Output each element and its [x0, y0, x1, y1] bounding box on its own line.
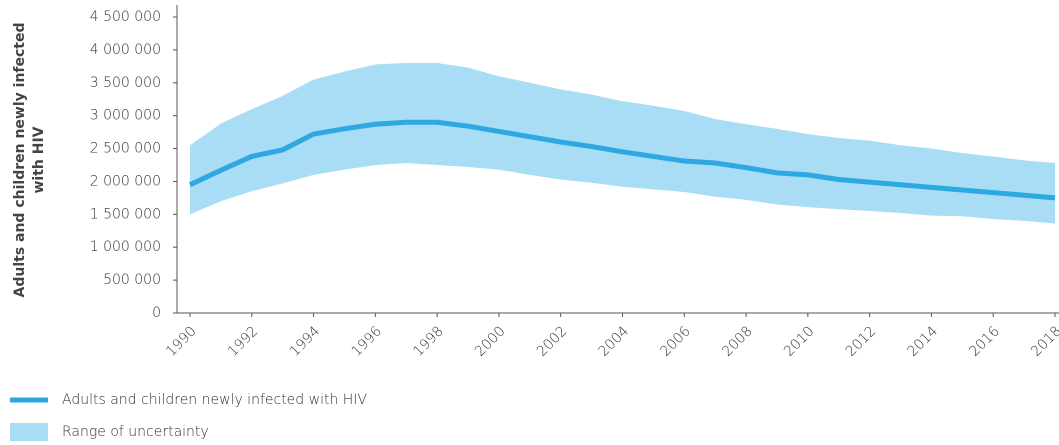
- y-tick-label: 1 000 000: [90, 239, 161, 255]
- uncertainty-band: [190, 63, 1055, 224]
- line: [188, 119, 1056, 201]
- x-tick-label: 2004: [596, 323, 633, 360]
- x-tick-label: 2016: [966, 323, 1003, 360]
- legend-label: Range of uncertainty: [62, 424, 209, 440]
- legend-label: Adults and children newly infected with …: [62, 392, 367, 408]
- y-tick-label: 500 000: [103, 272, 161, 288]
- y-tick-label: 1 500 000: [90, 206, 161, 222]
- x-tick-label: 1994: [287, 323, 324, 360]
- x-tick-label: 2010: [781, 323, 818, 360]
- x-tick-label: 2006: [657, 323, 694, 360]
- x-tick-label: 2014: [905, 323, 942, 360]
- y-tick-label: 2 500 000: [90, 141, 161, 157]
- x-tick-label: 1990: [163, 323, 200, 360]
- y-tick-label: 3 000 000: [90, 108, 161, 124]
- x-tick-label: 2002: [534, 323, 571, 360]
- x-tick-label: 1996: [348, 323, 385, 360]
- y-tick-label: 4 500 000: [90, 9, 161, 25]
- y-tick-label: 4 000 000: [90, 42, 161, 58]
- y-tick-label: 0: [152, 305, 161, 321]
- y-axis-label: with HIV: [31, 126, 47, 193]
- y-axis-label: Adults and children newly infected: [12, 22, 28, 297]
- x-tick-label: 2018: [1028, 323, 1059, 360]
- y-tick-label: 2 000 000: [90, 173, 161, 189]
- x-tick-label: 2008: [719, 323, 756, 360]
- y-tick-label: 3 500 000: [90, 75, 161, 91]
- x-tick-label: 1992: [225, 323, 262, 360]
- x-tick-label: 2012: [843, 323, 880, 360]
- legend-swatch: [10, 423, 48, 441]
- x-tick-label: 1998: [410, 323, 447, 360]
- x-tick-label: 2000: [472, 323, 509, 360]
